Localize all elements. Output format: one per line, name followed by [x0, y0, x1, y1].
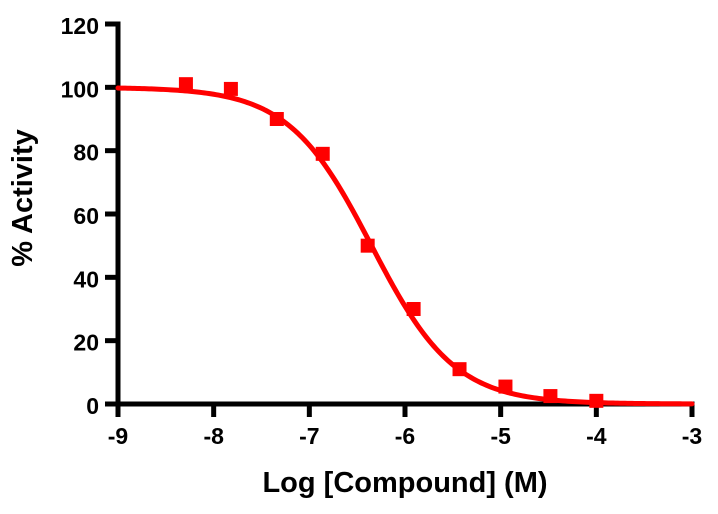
x-tick-label--6: -6 — [395, 423, 415, 449]
axes-layer: -9 -8 -7 -6 -5 -4 -3 0 20 40 60 80 100 120 — [61, 13, 703, 449]
data-point-marker-8 — [543, 389, 558, 404]
x-tick-label--3: -3 — [682, 423, 702, 449]
data-point-marker-1 — [223, 81, 238, 96]
x-tick-label--7: -7 — [299, 423, 319, 449]
y-tick-label-100: 100 — [61, 76, 99, 102]
x-tick-label--5: -5 — [490, 423, 511, 449]
data-point-marker-5 — [406, 302, 421, 316]
data-point-marker-3 — [315, 146, 330, 161]
data-point-marker-4 — [360, 238, 375, 253]
fit-curve — [115, 85, 695, 407]
x-tick-label--8: -8 — [203, 423, 224, 449]
y-axis-title: % Activity — [7, 129, 39, 267]
x-axis-title: Log [Compound] (M) — [262, 467, 547, 499]
y-tick-label-20: 20 — [73, 330, 99, 356]
data-point-marker-9 — [589, 393, 604, 408]
data-point-marker-6 — [452, 362, 467, 377]
y-tick-label-80: 80 — [73, 140, 99, 166]
data-point-marker-0 — [178, 77, 193, 92]
data-point-marker-7 — [498, 379, 513, 394]
x-tick-label--9: -9 — [108, 423, 128, 449]
y-tick-label-60: 60 — [73, 203, 99, 229]
data-point-marker-2 — [269, 112, 284, 126]
y-tick-label-40: 40 — [73, 266, 99, 292]
plot-layer — [115, 77, 695, 408]
y-tick-label-120: 120 — [61, 13, 99, 39]
y-tick-label-0: 0 — [86, 393, 99, 419]
x-tick-label--4: -4 — [586, 423, 607, 449]
